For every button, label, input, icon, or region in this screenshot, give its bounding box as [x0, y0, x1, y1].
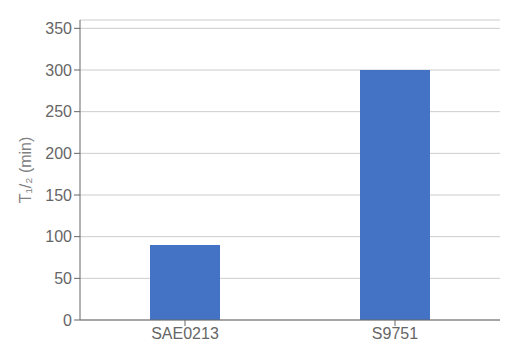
svg-text:50: 50 — [54, 270, 72, 287]
svg-text:SAE0213: SAE0213 — [151, 325, 219, 342]
svg-text:250: 250 — [45, 103, 72, 120]
svg-text:0: 0 — [63, 312, 72, 329]
svg-text:S9751: S9751 — [372, 325, 418, 342]
svg-text:100: 100 — [45, 228, 72, 245]
svg-text:350: 350 — [45, 20, 72, 37]
svg-text:150: 150 — [45, 187, 72, 204]
svg-text:300: 300 — [45, 62, 72, 79]
svg-text:T₁/₂ (min): T₁/₂ (min) — [17, 137, 34, 204]
svg-text:200: 200 — [45, 145, 72, 162]
